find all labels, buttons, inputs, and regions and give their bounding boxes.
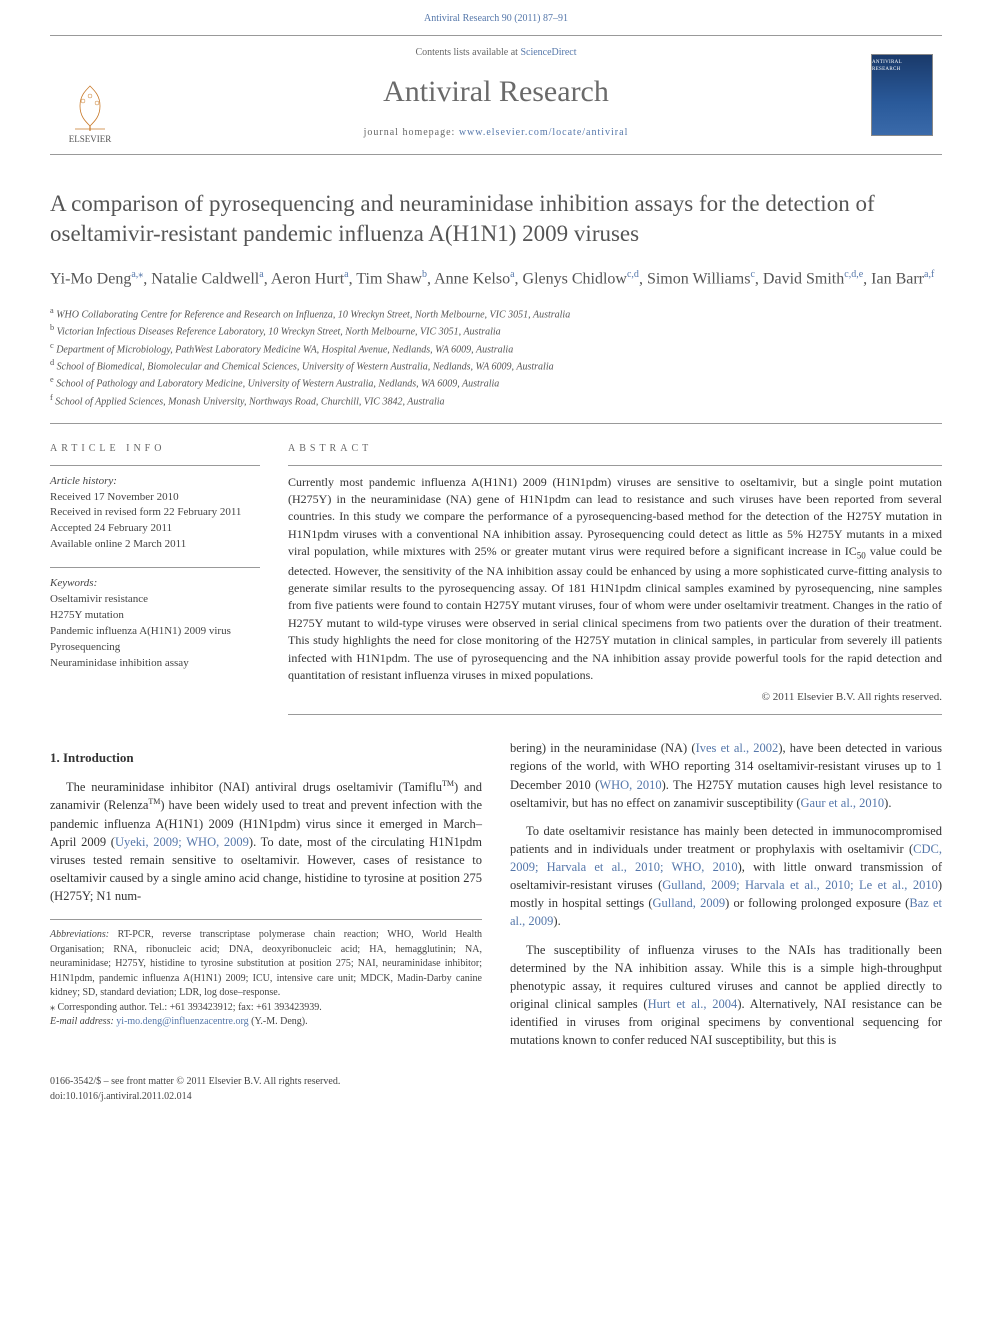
abstract-block: ABSTRACT Currently most pandemic influen…: [288, 432, 942, 715]
citation-link[interactable]: Hurt et al., 2004: [648, 997, 738, 1011]
column-left: 1. Introduction The neuraminidase inhibi…: [50, 739, 482, 1059]
affiliation-line: d School of Biomedical, Biomolecular and…: [50, 357, 942, 374]
abstract-rule-bottom: [288, 714, 942, 715]
journal-cover-icon: [871, 54, 933, 136]
citation-link[interactable]: WHO, 2010: [599, 778, 661, 792]
history-line: Received 17 November 2010: [50, 490, 260, 506]
keyword-item: Oseltamivir resistance: [50, 592, 260, 608]
affiliation-line: b Victorian Infectious Diseases Referenc…: [50, 322, 942, 339]
citation-link[interactable]: Gulland, 2009: [653, 896, 726, 910]
paragraph: To date oseltamivir resistance has mainl…: [510, 822, 942, 931]
article-info-block: ARTICLE INFO Article history: Received 1…: [50, 432, 260, 715]
paragraph: The neuraminidase inhibitor (NAI) antivi…: [50, 778, 482, 905]
history-label: Article history:: [50, 474, 260, 490]
paragraph: The susceptibility of influenza viruses …: [510, 941, 942, 1050]
email-tail: (Y.-M. Deng).: [249, 1016, 308, 1027]
keyword-item: Pandemic influenza A(H1N1) 2009 virus: [50, 624, 260, 640]
cover-thumbnail: [862, 36, 942, 155]
history-line: Received in revised form 22 February 201…: [50, 505, 260, 521]
email-footnote: E-mail address: yi-mo.deng@influenzacent…: [50, 1015, 482, 1030]
running-header: Antiviral Research 90 (2011) 87–91: [0, 0, 992, 35]
text-run: ) or following prolonged exposure (: [725, 896, 909, 910]
citation-text: Antiviral Research 90 (2011) 87–91: [424, 13, 568, 24]
history-line: Available online 2 March 2011: [50, 537, 260, 553]
affiliation-line: a WHO Collaborating Centre for Reference…: [50, 305, 942, 322]
info-abstract-row: ARTICLE INFO Article history: Received 1…: [50, 432, 942, 715]
star-icon: [50, 1002, 55, 1013]
citation-link[interactable]: Gaur et al., 2010: [801, 796, 885, 810]
author-list: Yi-Mo Denga,⁎, Natalie Caldwella, Aeron …: [50, 267, 942, 291]
trademark-icon: [442, 780, 454, 794]
article-title: A comparison of pyrosequencing and neura…: [50, 189, 942, 249]
elsevier-tree-icon: [65, 81, 115, 131]
keyword-item: Pyrosequencing: [50, 640, 260, 656]
trademark-icon: [148, 799, 160, 813]
info-rule: [50, 465, 260, 466]
column-right: bering) in the neuraminidase (NA) (Ives …: [510, 739, 942, 1059]
affiliation-line: f School of Applied Sciences, Monash Uni…: [50, 392, 942, 409]
history-line: Accepted 24 February 2011: [50, 521, 260, 537]
affiliation-line: e School of Pathology and Laboratory Med…: [50, 374, 942, 391]
affiliations-list: a WHO Collaborating Centre for Reference…: [50, 305, 942, 409]
page-footer: 0166-3542/$ – see front matter © 2011 El…: [50, 1075, 942, 1104]
publisher-logo-block: ELSEVIER: [50, 36, 130, 155]
citation-link[interactable]: Gulland, 2009; Harvala et al., 2010; Le …: [662, 878, 938, 892]
abstract-text: Currently most pandemic influenza A(H1N1…: [288, 474, 942, 685]
journal-masthead: ELSEVIER Contents lists available at Sci…: [50, 35, 942, 156]
divider-rule: [50, 423, 942, 424]
email-link[interactable]: yi-mo.deng@influenzacentre.org: [116, 1016, 248, 1027]
publisher-name: ELSEVIER: [69, 133, 112, 146]
contents-prefix: Contents lists available at: [415, 47, 520, 58]
abstract-copyright: © 2011 Elsevier B.V. All rights reserved…: [288, 690, 942, 706]
homepage-link[interactable]: www.elsevier.com/locate/antiviral: [459, 127, 629, 138]
corr-label: Corresponding author. Tel.: +61 39342391…: [58, 1002, 322, 1013]
journal-name: Antiviral Research: [130, 70, 862, 114]
abstract-heading: ABSTRACT: [288, 442, 942, 457]
text-run: bering) in the neuraminidase (NA) (: [510, 741, 696, 755]
text-run: To date oseltamivir resistance has mainl…: [510, 824, 942, 856]
abstract-rule: [288, 465, 942, 466]
section-heading-intro: 1. Introduction: [50, 749, 482, 768]
text-run: The neuraminidase inhibitor (NAI) antivi…: [66, 780, 442, 794]
email-label: E-mail address:: [50, 1016, 114, 1027]
masthead-center: Contents lists available at ScienceDirec…: [130, 36, 862, 155]
corresponding-author-footnote: Corresponding author. Tel.: +61 39342391…: [50, 1001, 482, 1016]
sciencedirect-line: Contents lists available at ScienceDirec…: [130, 46, 862, 61]
abbreviations-footnote: Abbreviations: RT-PCR, reverse transcrip…: [50, 928, 482, 1001]
citation-link[interactable]: Ives et al., 2002: [696, 741, 779, 755]
footnotes-block: Abbreviations: RT-PCR, reverse transcrip…: [50, 919, 482, 1030]
keyword-item: Neuraminidase inhibition assay: [50, 656, 260, 672]
paragraph: bering) in the neuraminidase (NA) (Ives …: [510, 739, 942, 812]
homepage-line: journal homepage: www.elsevier.com/locat…: [130, 126, 862, 141]
info-rule-2: [50, 567, 260, 568]
abbrev-text: RT-PCR, reverse transcriptase polymerase…: [50, 929, 482, 998]
text-run: ).: [553, 914, 560, 928]
article-history: Article history: Received 17 November 20…: [50, 474, 260, 554]
footer-doi: doi:10.1016/j.antiviral.2011.02.014: [50, 1090, 942, 1105]
affiliation-line: c Department of Microbiology, PathWest L…: [50, 340, 942, 357]
article-info-heading: ARTICLE INFO: [50, 442, 260, 457]
citation-link[interactable]: Uyeki, 2009; WHO, 2009: [115, 835, 249, 849]
body-two-column: 1. Introduction The neuraminidase inhibi…: [50, 739, 942, 1059]
text-run: ).: [884, 796, 891, 810]
keywords-label: Keywords:: [50, 576, 260, 592]
abbrev-label: Abbreviations:: [50, 929, 109, 940]
keywords-block: Keywords: Oseltamivir resistanceH275Y mu…: [50, 576, 260, 672]
footer-line-1: 0166-3542/$ – see front matter © 2011 El…: [50, 1075, 942, 1090]
sciencedirect-link[interactable]: ScienceDirect: [520, 47, 576, 58]
homepage-label: journal homepage:: [364, 127, 459, 138]
keyword-item: H275Y mutation: [50, 608, 260, 624]
